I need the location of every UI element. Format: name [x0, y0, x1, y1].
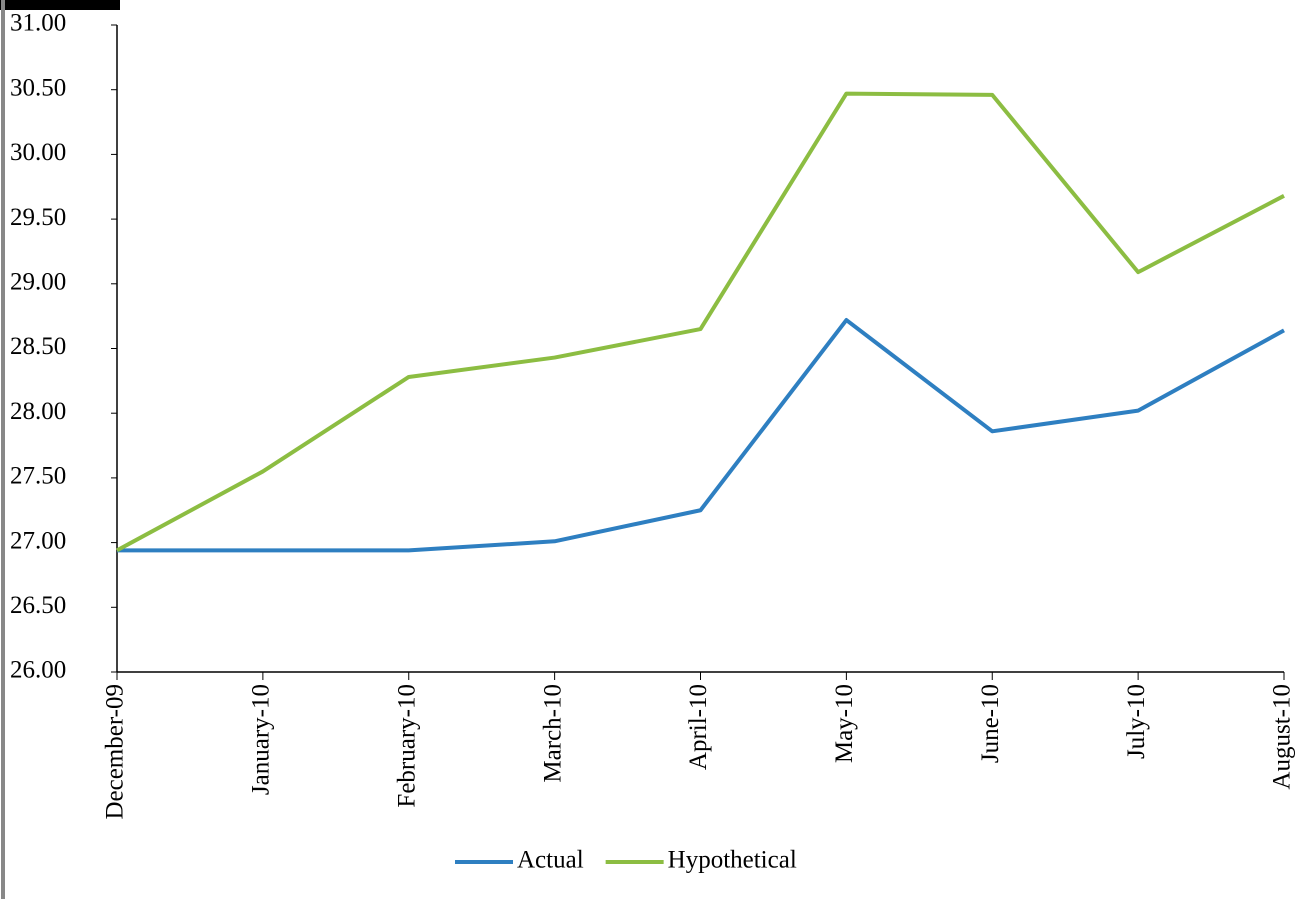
line-series	[117, 318, 1285, 553]
y-tick-label: 28.50	[10, 333, 66, 360]
y-tick-label: 31.00	[10, 10, 66, 37]
x-tick-label: April-10	[685, 684, 712, 770]
y-tick-label: 28.00	[10, 398, 66, 425]
x-tick-label: December-09	[102, 684, 129, 820]
x-tick-label: February-10	[393, 684, 420, 808]
y-tick-label: 27.00	[10, 527, 66, 554]
y-tick-label: 30.00	[10, 139, 66, 166]
x-tick-label: March-10	[539, 684, 566, 783]
y-tick-label: 26.50	[10, 592, 66, 619]
y-tick-label: 26.00	[10, 657, 66, 684]
legend-label: Hypothetical	[668, 847, 797, 874]
legend-label: Actual	[517, 847, 584, 874]
header-block	[0, 0, 120, 10]
y-tick-label: 27.50	[10, 463, 66, 490]
y-tick-label: 30.50	[10, 74, 66, 101]
x-tick-label: May-10	[831, 684, 858, 763]
x-tick-label: January-10	[248, 684, 275, 795]
y-tick-label: 29.00	[10, 269, 66, 296]
y-tick-label: 29.50	[10, 204, 66, 231]
line-series	[116, 91, 1285, 553]
x-tick-label: July-10	[1123, 684, 1150, 759]
x-tick-label: August-10	[1269, 684, 1296, 790]
x-tick-label: June-10	[977, 684, 1004, 763]
